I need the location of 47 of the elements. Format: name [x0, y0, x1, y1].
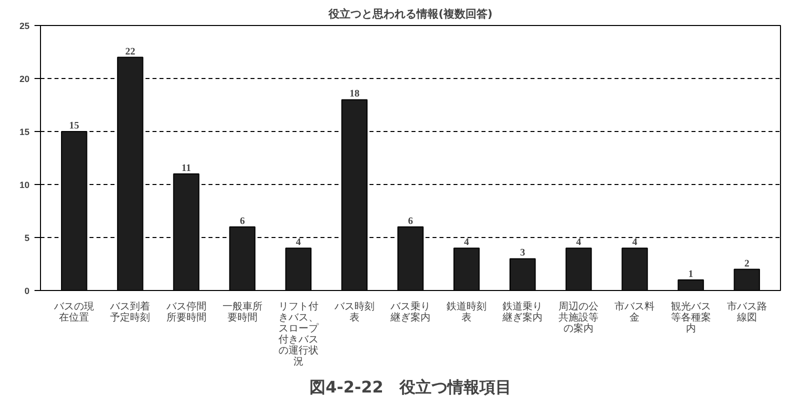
- data-label: 3: [520, 248, 526, 259]
- y-tick-label: 10: [19, 180, 30, 190]
- bar: [173, 173, 200, 290]
- data-label: 18: [349, 88, 360, 100]
- bar: [229, 226, 256, 290]
- data-label: 1: [688, 268, 694, 280]
- x-tick-label: バス時刻表: [333, 300, 374, 324]
- chart-title: 役立つと思われる情報(複数回答): [327, 8, 493, 20]
- x-tick-label: 一般車所要時間: [222, 300, 262, 324]
- bar: [622, 248, 648, 290]
- bar: [285, 248, 312, 290]
- bar: [397, 226, 424, 290]
- bar: [117, 56, 144, 290]
- x-tick-label: リフト付きバス、スロープ付きバスの運行状況: [278, 302, 320, 368]
- x-tick-label: バス乗り継ぎ案内: [390, 300, 430, 324]
- bar: [678, 279, 704, 290]
- data-label: 15: [69, 120, 80, 132]
- x-tick-label: バス到着予定時刻: [109, 300, 150, 324]
- data-label: 4: [576, 237, 582, 248]
- bar: [510, 258, 536, 290]
- data-label: 4: [632, 237, 638, 248]
- y-tick-label: 5: [24, 233, 30, 243]
- y-tick-label: 20: [19, 74, 30, 84]
- x-tick-label: バス停間所要時間: [165, 300, 206, 324]
- x-tick-label: 鉄道時刻表: [446, 300, 487, 324]
- bar: [341, 99, 368, 290]
- data-label: 22: [125, 46, 136, 58]
- bar: [453, 248, 480, 290]
- data-label: 11: [182, 162, 191, 174]
- x-tick-label: 周辺の公共施設等の案内: [558, 300, 599, 334]
- data-label: 4: [296, 237, 301, 248]
- y-tick-label: 15: [19, 127, 30, 137]
- bar: [566, 248, 592, 290]
- bar: [734, 268, 760, 290]
- data-label: 2: [744, 258, 750, 270]
- data-label: 6: [240, 216, 245, 227]
- y-tick-label: 25: [19, 21, 30, 31]
- data-label: 6: [408, 216, 413, 227]
- caption: 図4-2-22 役立つ情報項目: [310, 378, 512, 396]
- bar: [61, 131, 88, 290]
- x-tick-label: 市バス料金: [614, 300, 655, 324]
- x-tick-label: 観光バス等各種案内: [670, 300, 711, 334]
- x-tick-label: バスの現在位置: [53, 302, 94, 324]
- x-tick-label: 市バス路線図: [726, 300, 767, 324]
- y-tick-label: 0: [24, 286, 30, 296]
- x-tick-label: 鉄道乗り継ぎ案内: [502, 300, 543, 324]
- data-label: 4: [464, 237, 470, 248]
